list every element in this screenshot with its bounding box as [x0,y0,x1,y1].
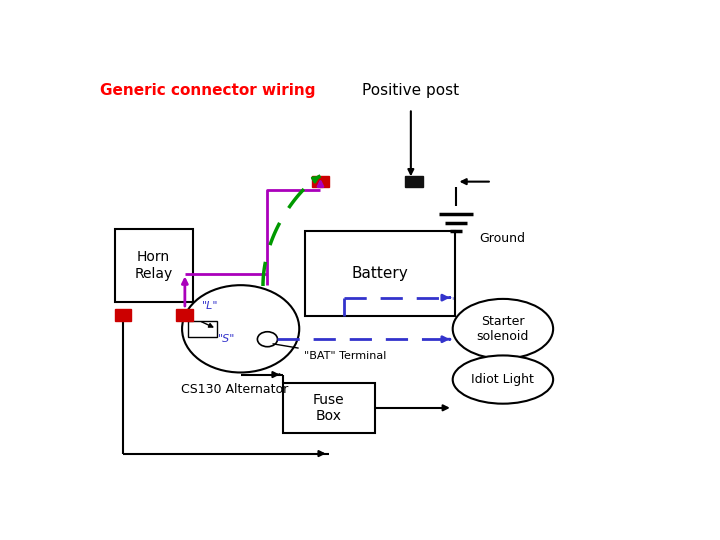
Text: Starter
solenoid: Starter solenoid [477,315,529,343]
Ellipse shape [453,299,553,359]
Ellipse shape [453,355,553,404]
Text: Generic connector wiring: Generic connector wiring [100,83,315,98]
Bar [312,176,329,187]
Bar [114,309,131,321]
Text: CS130 Alternator: CS130 Alternator [181,383,289,396]
Bar [114,229,193,302]
Text: Fuse
Box: Fuse Box [312,393,344,423]
Text: Positive post: Positive post [362,83,459,98]
Text: Ground: Ground [479,232,525,245]
Text: "BAT" Terminal: "BAT" Terminal [273,344,386,361]
Text: Idiot Light: Idiot Light [472,373,534,386]
Bar [188,321,217,337]
Bar [405,176,423,187]
Circle shape [258,332,277,347]
Text: Horn
Relay: Horn Relay [135,251,173,280]
Bar [305,231,456,316]
Text: Battery: Battery [352,266,408,281]
Bar [176,309,193,321]
Circle shape [182,285,300,373]
Bar [282,383,374,433]
Text: "S": "S" [218,334,235,344]
Text: "L": "L" [202,301,218,311]
